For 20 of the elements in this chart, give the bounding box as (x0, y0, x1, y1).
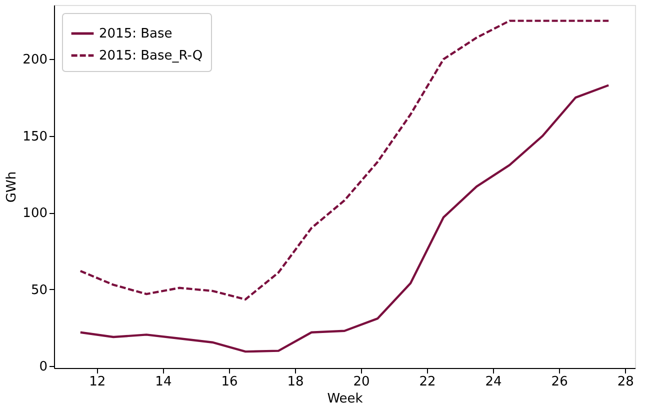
x-tick-label: 14 (155, 374, 172, 390)
legend-label: 2015: Base (99, 26, 172, 42)
y-tick-label: 0 (39, 360, 48, 375)
x-tick-label: 20 (353, 374, 370, 390)
y-axis-title: GWh (4, 171, 20, 203)
x-tick-label: 18 (287, 374, 304, 390)
y-tick-label: 50 (30, 282, 48, 298)
x-tick-label: 24 (485, 374, 502, 390)
line-series (79, 20, 610, 300)
line-series (79, 84, 610, 353)
x-axis-title: Week (327, 392, 364, 406)
x-tick-label: 12 (89, 374, 106, 390)
x-tick-label: 28 (617, 374, 634, 390)
x-tick-label: 16 (221, 374, 238, 390)
y-tick-label: 100 (22, 206, 48, 222)
x-tick-label: 26 (551, 374, 568, 390)
y-tick-label: 200 (22, 52, 48, 68)
legend-label: 2015: Base_R-Q (99, 48, 203, 64)
x-tick-label: 22 (419, 374, 436, 390)
y-tick-label: 150 (22, 129, 48, 144)
